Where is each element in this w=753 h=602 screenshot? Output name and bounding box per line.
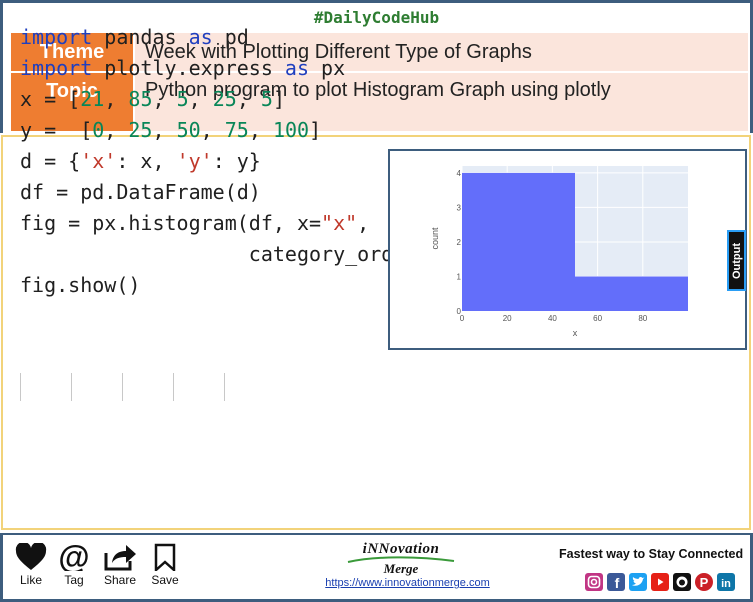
- tag-action[interactable]: @ Tag: [58, 543, 90, 587]
- save-action[interactable]: Save: [150, 543, 180, 587]
- svg-text:in: in: [721, 578, 731, 590]
- theme-row: Theme Week with Plotting Different Type …: [11, 33, 748, 71]
- at-sign-icon: @: [58, 543, 89, 571]
- code-line: x = [21, 85, 5, 25, 5]: [20, 87, 286, 111]
- share-icon: [104, 545, 136, 571]
- svg-text:P: P: [700, 575, 709, 590]
- share-label: Share: [103, 573, 137, 587]
- bookmark-icon: [154, 543, 176, 571]
- code-block: import pandas as pd import plotly.express…: [20, 22, 586, 301]
- share-action[interactable]: Share: [103, 543, 137, 587]
- theme-value: Week with Plotting Different Type of Gra…: [135, 33, 748, 71]
- code-line: import plotly.express as px: [20, 56, 346, 80]
- y-tick-label: 1: [457, 272, 462, 281]
- x-tick-label: 20: [503, 314, 512, 323]
- save-label: Save: [151, 573, 179, 587]
- y-tick-label: 3: [457, 203, 462, 212]
- x-tick-label: 60: [593, 314, 602, 323]
- like-action[interactable]: Like: [15, 543, 47, 587]
- tag-label: Tag: [64, 573, 84, 587]
- logo-main-text: iNNovation: [362, 541, 440, 557]
- website-link[interactable]: https://www.innovationmerge.com: [325, 577, 490, 589]
- header-panel: #DailyCodeHub Theme Week with Plotting D…: [0, 0, 753, 133]
- twitter-icon[interactable]: [629, 573, 647, 591]
- histogram-bar: [462, 172, 575, 311]
- logo-swoosh-icon: [347, 556, 455, 563]
- like-label: Like: [19, 573, 42, 587]
- stay-connected-text: Fastest way to Stay Connected: [559, 547, 744, 561]
- theme-label: Theme: [11, 33, 133, 71]
- topic-value: Python program to plot Histogram Graph u…: [135, 73, 748, 131]
- output-chart: 0 1 2 3 4 0 20 40 60 80 x count: [388, 149, 747, 350]
- pinterest-icon[interactable]: P: [695, 573, 713, 591]
- code-line: y = [0, 25, 50, 75, 100]: [20, 118, 322, 142]
- x-tick-label: 40: [548, 314, 557, 323]
- instagram-icon[interactable]: [585, 573, 603, 591]
- github-icon[interactable]: [673, 573, 691, 591]
- code-line: import pandas as pd: [20, 25, 249, 49]
- heart-icon: [15, 543, 47, 570]
- logo-sub-text: Merge: [383, 561, 419, 576]
- x-axis-label: x: [573, 328, 578, 338]
- linkedin-icon[interactable]: in: [717, 573, 735, 591]
- histogram-bar: [575, 276, 688, 311]
- topic-row: Topic Python program to plot Histogram G…: [11, 73, 748, 131]
- youtube-icon[interactable]: [651, 573, 669, 591]
- y-tick-label: 2: [457, 238, 462, 247]
- y-axis-label: count: [430, 227, 440, 250]
- svg-text:@: @: [58, 543, 89, 571]
- output-label: Output: [730, 242, 743, 279]
- brand-logo: iNNovation Merge: [341, 541, 461, 577]
- output-tab: Output: [727, 230, 746, 291]
- code-line: fig.show(): [20, 273, 141, 297]
- hashtag-title: #DailyCodeHub: [313, 8, 440, 27]
- svg-text:f: f: [615, 575, 620, 591]
- code-line: d = {'x': x, 'y': y}: [20, 149, 261, 173]
- x-tick-label: 0: [460, 314, 465, 323]
- topic-label: Topic: [11, 73, 133, 131]
- y-tick-label: 4: [457, 169, 462, 178]
- code-line: fig = px.histogram(df, x="x",: [20, 211, 370, 235]
- x-tick-label: 80: [638, 314, 647, 323]
- facebook-icon[interactable]: f: [607, 573, 625, 591]
- y-tick-label: 0: [457, 307, 462, 316]
- code-line: df = pd.DataFrame(d): [20, 180, 261, 204]
- footer-panel: Like @ Tag Share Save iNNovation: [0, 533, 753, 602]
